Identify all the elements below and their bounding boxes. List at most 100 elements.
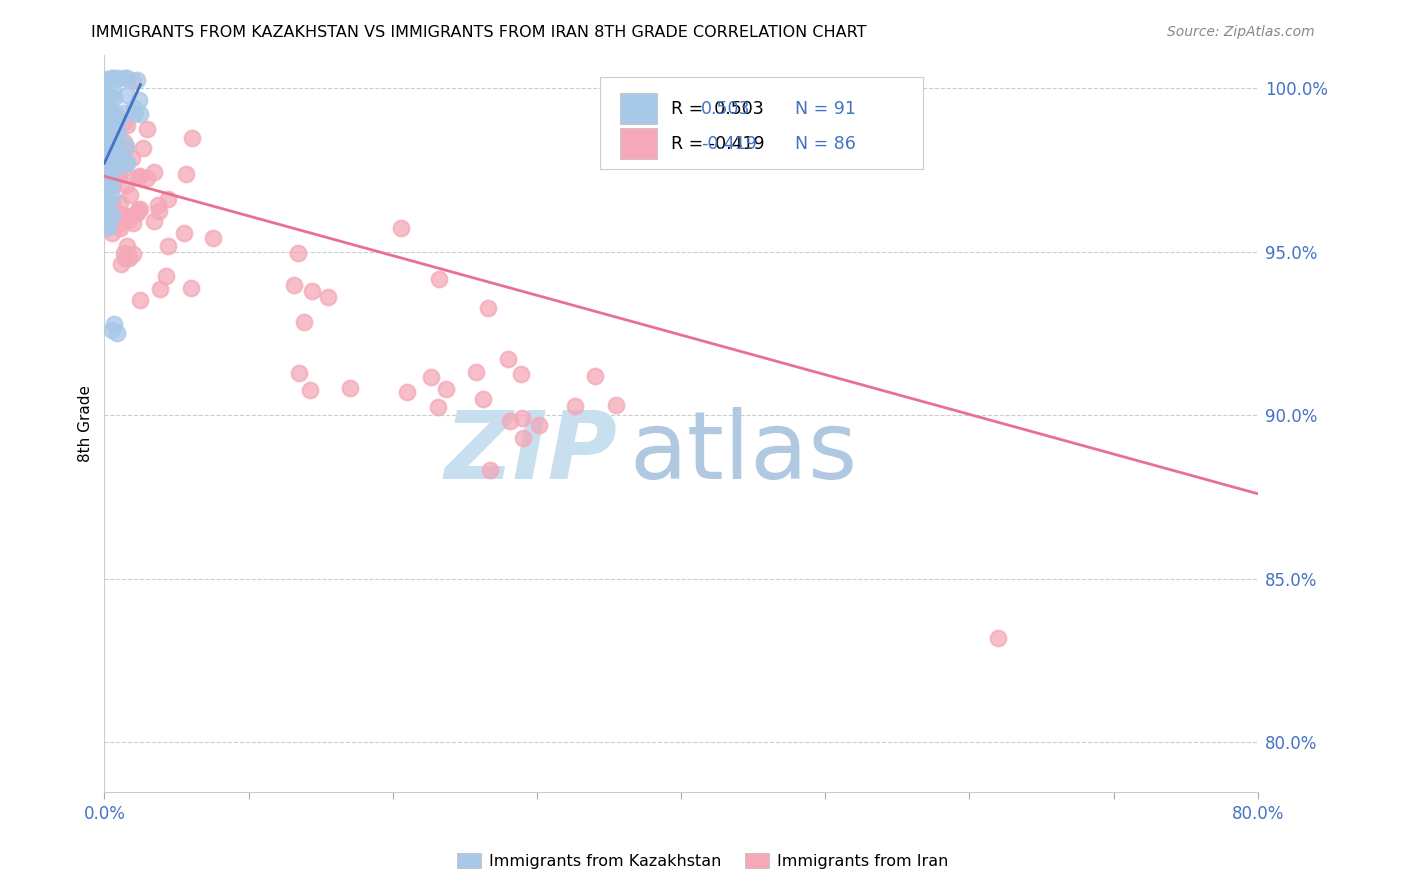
Point [98,145,121,160]
Point [110,221,132,235]
Point [100,197,122,211]
Point [115,118,138,132]
Point [108,112,131,126]
Text: IMMIGRANTS FROM KAZAKHSTAN VS IMMIGRANTS FROM IRAN 8TH GRADE CORRELATION CHART: IMMIGRANTS FROM KAZAKHSTAN VS IMMIGRANTS… [91,25,868,40]
Point [114,71,136,86]
Legend: Immigrants from Kazakhstan, Immigrants from Iran: Immigrants from Kazakhstan, Immigrants f… [451,847,955,875]
Point [125,206,148,220]
Point [94,103,117,118]
Point [96,113,118,128]
Point [97,219,120,234]
Point [498,351,520,366]
Point [96,103,118,117]
Text: -0.419: -0.419 [700,135,756,153]
Point [115,155,138,169]
Text: N = 91: N = 91 [796,100,856,118]
Point [472,392,495,407]
Point [148,203,170,218]
Point [292,315,315,329]
Point [100,71,122,86]
Point [105,326,128,341]
Point [94,186,117,201]
Point [173,226,195,240]
Point [107,127,129,141]
Point [101,131,124,145]
Point [464,365,486,379]
Text: 0.503: 0.503 [700,100,751,118]
Point [129,169,152,184]
Point [94,89,117,103]
Point [96,219,118,233]
Text: R = -0.419: R = -0.419 [671,135,765,153]
Point [101,120,124,135]
Point [128,93,150,107]
Point [94,124,117,138]
Point [316,290,339,304]
Point [110,257,132,271]
Point [98,180,121,194]
Point [94,196,117,211]
Point [97,212,120,227]
Point [339,381,361,395]
FancyBboxPatch shape [600,78,924,169]
Point [129,106,152,120]
Point [100,226,122,240]
Point [115,239,138,253]
Point [426,400,449,414]
Point [98,131,121,145]
Point [283,278,305,293]
Point [288,366,311,380]
Point [299,383,322,397]
Point [101,120,124,135]
Point [527,417,550,432]
Point [101,144,124,158]
Point [120,188,142,202]
Point [103,114,125,128]
Point [100,323,122,337]
Point [434,382,457,396]
Point [101,71,124,86]
Point [101,189,124,203]
Point [509,367,531,381]
Point [94,176,117,190]
Point [105,106,128,120]
Point [301,285,323,299]
Point [135,122,157,136]
Point [94,154,117,169]
Point [107,71,129,86]
Point [104,120,127,134]
Point [107,147,129,161]
Point [429,272,451,286]
Point [94,133,117,147]
Point [103,149,125,163]
Point [478,463,501,477]
Text: R =  0.503: R = 0.503 [671,100,763,118]
Text: ZIP: ZIP [444,407,617,499]
Point [96,154,118,169]
Point [98,130,121,145]
Point [512,411,534,425]
Point [105,143,128,157]
Point [115,88,138,103]
Point [94,72,117,87]
Point [156,192,179,206]
Point [118,209,141,223]
Point [420,370,443,384]
Point [93,85,115,99]
Point [96,192,118,206]
Point [100,90,122,104]
Point [146,198,169,212]
Point [94,117,117,131]
Point [98,105,121,120]
Point [499,414,522,428]
Point [104,145,127,159]
Point [94,83,117,97]
Text: atlas: atlas [628,407,858,499]
Point [987,631,1010,645]
Point [118,251,141,265]
Point [201,230,224,244]
Point [129,293,152,307]
Point [143,214,166,228]
Point [97,169,120,183]
Bar [620,94,657,124]
